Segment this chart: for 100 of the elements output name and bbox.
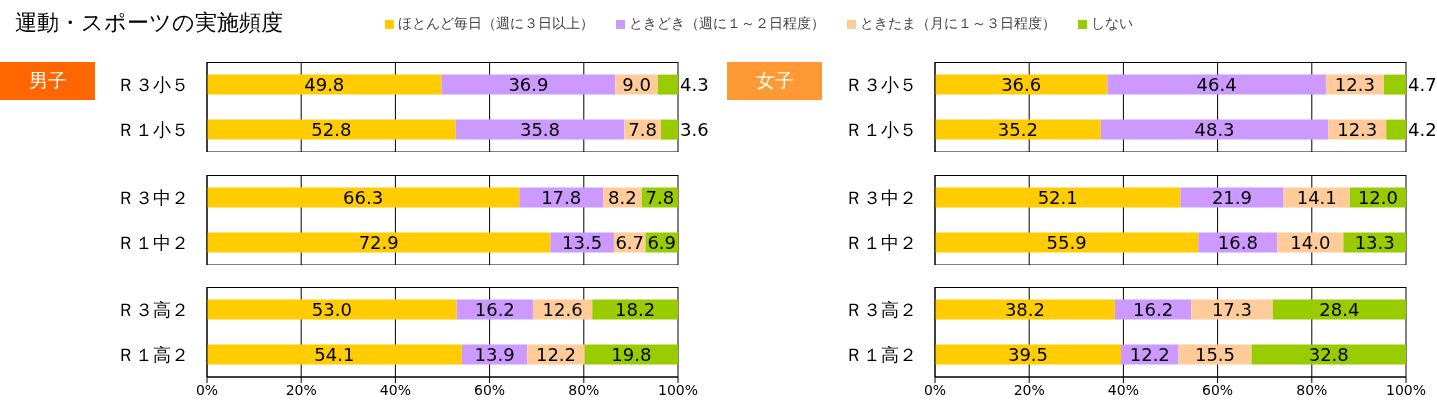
data-label: 14.1: [1296, 186, 1337, 208]
data-label: 12.6: [542, 298, 583, 320]
bar: [935, 232, 1199, 253]
x-tick-label: 80%: [1296, 381, 1328, 398]
y-tick-label: Ｒ３中２: [117, 186, 189, 208]
data-label: 53.0: [311, 298, 352, 320]
legend-label: ときどき（週に１～２日程度）: [629, 15, 825, 33]
data-label: 13.5: [562, 231, 603, 253]
data-label: 32.8: [1308, 343, 1349, 365]
data-label: 13.3: [1354, 231, 1395, 253]
data-label: 19.8: [611, 343, 652, 365]
data-label: 52.1: [1037, 186, 1078, 208]
x-tick-label: 0%: [923, 381, 947, 398]
x-tick-label: 40%: [379, 381, 411, 398]
bar: [1107, 74, 1326, 95]
x-tick-label: 100%: [1385, 381, 1427, 398]
data-label: 4.3: [680, 73, 709, 95]
y-tick-label: Ｒ１中２: [845, 231, 917, 253]
text: 男子: [0, 62, 95, 100]
data-label: 6.7: [615, 231, 645, 253]
data-label: 66.3: [343, 186, 384, 208]
y-tick-label: Ｒ１小５: [845, 118, 917, 140]
bar: [207, 187, 520, 208]
legend-label: ほとんど毎日（週に３日以上）: [398, 15, 594, 33]
bar: [207, 119, 456, 140]
legend-label: ときたま（月に１～３日程度）: [860, 15, 1056, 33]
bar: [1100, 119, 1329, 140]
data-label: 13.9: [474, 343, 515, 365]
data-label: 55.9: [1046, 231, 1087, 253]
data-label: 7.8: [645, 186, 675, 208]
data-label: 36.9: [508, 73, 549, 95]
data-label: 12.0: [1357, 186, 1399, 208]
x-tick-label: 60%: [474, 381, 506, 398]
data-label: 35.2: [997, 118, 1038, 140]
x-tick-label: 80%: [568, 381, 600, 398]
data-label: 16.2: [474, 298, 515, 320]
data-label: 36.6: [1001, 73, 1042, 95]
text: 女子: [727, 62, 822, 100]
y-tick-label: Ｒ３高２: [845, 298, 917, 320]
data-label: 52.8: [311, 118, 352, 140]
bar: [207, 232, 551, 253]
data-label: 12.3: [1334, 73, 1375, 95]
bar: [1272, 299, 1406, 320]
bar: [1383, 74, 1406, 95]
x-tick-label: 20%: [1013, 381, 1045, 398]
x-tick-label: 60%: [1202, 381, 1234, 398]
x-tick-label: 0%: [195, 381, 219, 398]
data-label: 48.3: [1194, 118, 1235, 140]
data-label: 72.9: [358, 231, 399, 253]
bar: [935, 187, 1181, 208]
y-tick-label: Ｒ３高２: [117, 298, 189, 320]
data-label: 16.8: [1217, 231, 1258, 253]
data-label: 21.9: [1211, 186, 1252, 208]
data-label: 49.8: [304, 73, 345, 95]
data-label: 12.3: [1337, 118, 1378, 140]
y-tick-label: Ｒ３小５: [845, 73, 917, 95]
bar: [935, 299, 1115, 320]
bar: [207, 74, 442, 95]
data-label: 9.0: [622, 73, 651, 95]
data-label: 17.3: [1211, 298, 1252, 320]
y-tick-label: Ｒ３中２: [845, 186, 917, 208]
y-tick-label: Ｒ１高２: [117, 343, 189, 365]
data-label: 7.8: [628, 118, 657, 140]
bar: [1180, 187, 1284, 208]
data-label: 54.1: [314, 343, 355, 365]
y-tick-label: Ｒ１小５: [117, 118, 189, 140]
data-label: 39.5: [1007, 343, 1049, 365]
bar: [657, 74, 678, 95]
data-label: 16.2: [1133, 298, 1174, 320]
bar: [661, 119, 678, 140]
data-label: 12.2: [1129, 343, 1170, 365]
bar: [455, 119, 625, 140]
legend-label: しない: [1091, 15, 1133, 33]
y-tick-label: Ｒ１高２: [845, 343, 917, 365]
bar: [935, 119, 1101, 140]
data-label: 4.7: [1408, 73, 1437, 95]
data-label: 35.8: [519, 118, 561, 140]
data-label: 38.2: [1004, 298, 1045, 320]
bar: [935, 74, 1108, 95]
bar: [1251, 344, 1406, 365]
y-tick-label: Ｒ１中２: [117, 231, 189, 253]
y-tick-label: Ｒ３小５: [117, 73, 189, 95]
data-label: 4.2: [1408, 118, 1437, 140]
data-label: 12.2: [535, 343, 577, 365]
bar: [935, 344, 1122, 365]
data-label: 15.5: [1194, 343, 1236, 365]
data-label: 46.4: [1196, 73, 1237, 95]
x-tick-label: 100%: [657, 381, 699, 398]
data-label: 6.9: [647, 231, 677, 253]
chart-title: 運動・スポーツの実施頻度: [15, 9, 283, 37]
x-tick-label: 40%: [1107, 381, 1139, 398]
data-label: 14.0: [1290, 231, 1331, 253]
data-label: 17.8: [541, 186, 582, 208]
bar: [207, 299, 457, 320]
data-label: 18.2: [615, 298, 656, 320]
data-label: 3.6: [680, 118, 709, 140]
bar: [1386, 119, 1406, 140]
x-tick-label: 20%: [285, 381, 317, 398]
data-label: 28.4: [1319, 298, 1360, 320]
data-label: 8.2: [608, 186, 637, 208]
